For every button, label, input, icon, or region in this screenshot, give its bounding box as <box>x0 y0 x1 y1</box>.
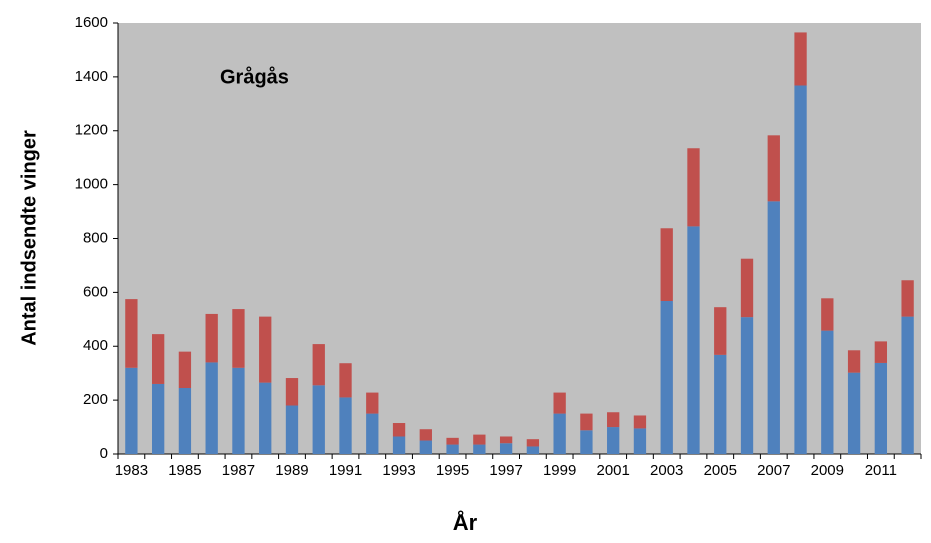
x-tick-label: 2011 <box>865 462 897 479</box>
bar <box>821 298 834 331</box>
bar <box>232 367 245 454</box>
bar <box>339 397 352 454</box>
bar <box>125 367 138 454</box>
annotation: Grågås <box>220 65 289 88</box>
bar <box>553 392 566 414</box>
x-tick-label: 2009 <box>811 462 844 479</box>
bar <box>151 383 165 454</box>
bar <box>794 85 807 455</box>
bar <box>767 135 780 202</box>
bar <box>392 423 406 437</box>
y-tick-label: 600 <box>83 283 108 300</box>
bar <box>312 385 325 454</box>
x-tick-label: 1993 <box>382 462 415 479</box>
x-tick-label: 1991 <box>329 462 362 479</box>
bar <box>874 362 888 454</box>
bar <box>821 330 834 454</box>
bar <box>687 148 700 227</box>
bar <box>499 443 513 454</box>
bar <box>205 313 218 363</box>
y-axis-title: Antal indsendte vinger <box>18 130 40 346</box>
bar <box>874 341 888 363</box>
bar <box>714 307 727 355</box>
bar <box>473 434 486 445</box>
bar <box>660 300 673 454</box>
bar <box>901 280 914 317</box>
bar <box>419 429 432 441</box>
bar <box>446 437 459 445</box>
y-tick-label: 400 <box>83 337 108 354</box>
bar <box>285 405 299 454</box>
bar <box>259 316 272 383</box>
bar <box>794 32 807 86</box>
bar <box>419 440 432 454</box>
y-tick-label: 1600 <box>75 14 108 31</box>
x-tick-label: 1983 <box>115 462 148 479</box>
x-tick-label: 2001 <box>596 462 629 479</box>
x-tick-label: 1997 <box>489 462 522 479</box>
x-tick-label: 1987 <box>222 462 255 479</box>
bar <box>151 334 165 384</box>
bar <box>499 436 513 444</box>
bar <box>446 444 459 454</box>
x-tick-label: 1995 <box>436 462 469 479</box>
bar <box>366 392 379 414</box>
bar <box>847 350 861 373</box>
x-tick-label: 1999 <box>543 462 576 479</box>
bar <box>714 354 727 454</box>
bar <box>259 382 272 454</box>
x-tick-label: 2003 <box>650 462 683 479</box>
x-tick-label: 2007 <box>757 462 790 479</box>
x-axis-title: År <box>453 509 478 535</box>
bar <box>526 439 540 447</box>
bar <box>178 388 192 454</box>
bar <box>687 226 700 454</box>
bar <box>285 378 299 406</box>
y-tick-label: 0 <box>100 445 108 462</box>
bar <box>339 363 352 398</box>
y-tick-label: 1000 <box>75 176 108 193</box>
bar <box>740 258 754 318</box>
bar <box>125 299 138 368</box>
bar <box>607 427 620 454</box>
bar <box>526 446 540 454</box>
bar <box>767 201 780 454</box>
bar <box>553 413 566 454</box>
bar <box>178 351 192 389</box>
bar <box>366 413 379 454</box>
bar <box>580 413 593 431</box>
y-tick-label: 1200 <box>75 122 108 139</box>
y-tick-label: 800 <box>83 229 108 246</box>
bar <box>205 362 218 454</box>
y-tick-label: 200 <box>83 391 108 408</box>
bar <box>633 428 647 454</box>
bar <box>607 412 620 428</box>
bar <box>633 415 647 429</box>
bar <box>740 317 754 454</box>
x-tick-label: 1989 <box>275 462 308 479</box>
bar <box>847 372 861 454</box>
bar <box>232 309 245 368</box>
bar <box>580 430 593 454</box>
bar <box>312 344 325 386</box>
x-tick-label: 1985 <box>168 462 201 479</box>
x-tick-label: 2005 <box>704 462 737 479</box>
bar <box>660 228 673 301</box>
bar <box>392 436 406 454</box>
bar <box>901 316 914 454</box>
plot-area <box>118 23 921 454</box>
bar <box>473 444 486 454</box>
y-tick-label: 1400 <box>75 68 108 85</box>
